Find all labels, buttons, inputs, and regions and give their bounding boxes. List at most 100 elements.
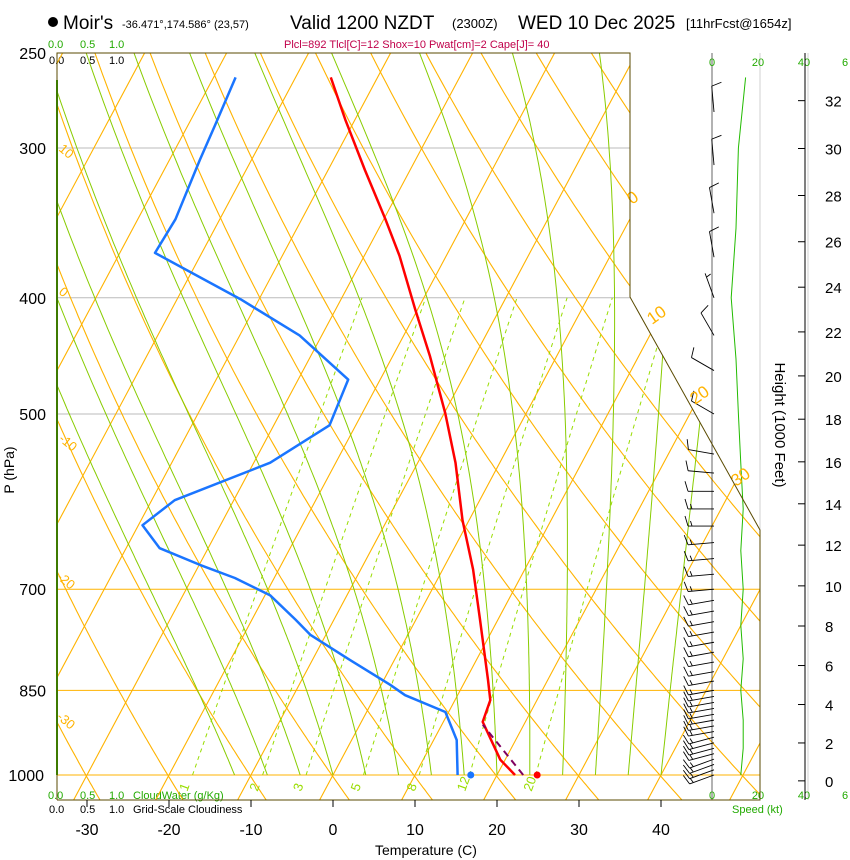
wind-barb bbox=[683, 534, 715, 546]
cloudwater-scale-0: 0.0 bbox=[48, 39, 63, 51]
dewpoint-line bbox=[141, 76, 459, 776]
wind-barb-feather bbox=[683, 703, 689, 714]
speed-tick-top: 20 bbox=[752, 57, 764, 69]
isotherm-0 bbox=[316, 53, 725, 800]
wind-barb-staff bbox=[709, 231, 715, 258]
mixing-ratio-label: 12 bbox=[454, 774, 473, 793]
wind-barb-half-feather bbox=[689, 701, 693, 707]
wind-barb-staff bbox=[688, 725, 715, 731]
speed-tick-top: 0 bbox=[709, 57, 715, 69]
speed-tick-top: 6 bbox=[842, 57, 848, 69]
wind-barb bbox=[683, 703, 715, 714]
parcel-line bbox=[482, 724, 524, 776]
wind-barb-half-feather bbox=[689, 707, 693, 713]
isotherm--50 bbox=[57, 53, 315, 800]
forecast-info: [11hrFcst@1654z] bbox=[686, 16, 791, 31]
valid-time: Valid 1200 NZDT bbox=[290, 13, 435, 34]
cloudwater-scale-05: 0.5 bbox=[80, 39, 95, 51]
wind-barb-feather bbox=[683, 550, 689, 562]
cloudiness-label: Grid-Scale Cloudiness bbox=[133, 804, 243, 816]
wind-barb bbox=[683, 720, 715, 731]
mixing-ratio-label: 1 bbox=[176, 781, 193, 793]
wind-barb-half-feather bbox=[689, 599, 693, 605]
temperature-tick-label: 0 bbox=[329, 822, 338, 839]
isotherm--70 bbox=[57, 53, 151, 800]
wind-barb bbox=[685, 460, 715, 474]
utc-time: (2300Z) bbox=[452, 16, 498, 31]
wind-barb bbox=[682, 774, 715, 785]
mixing-ratio-line-2 bbox=[262, 297, 427, 776]
moist-adiabat-24 bbox=[419, 53, 531, 775]
dry-adiabat-363 bbox=[474, 53, 760, 800]
wind-barb bbox=[683, 697, 715, 708]
cloudiness-scale-05: 0.5 bbox=[80, 55, 95, 67]
height-tick-label: 4 bbox=[825, 698, 833, 715]
wind-barb-half-feather bbox=[689, 680, 693, 686]
mixing-ratio-line-12 bbox=[469, 297, 613, 776]
speed-tick-bottom: 20 bbox=[752, 790, 764, 802]
valid-date: WED 10 Dec 2025 bbox=[518, 13, 675, 34]
wind-barb-staff bbox=[689, 769, 715, 780]
wind-barb-half-feather bbox=[689, 738, 694, 744]
wind-barb bbox=[684, 515, 714, 527]
wind-barb-staff bbox=[688, 707, 715, 714]
wind-barb bbox=[683, 595, 715, 606]
wind-barb-half-feather bbox=[689, 719, 693, 725]
speed-tick-bottom: 40 bbox=[798, 790, 810, 802]
wind-barb-staff bbox=[688, 588, 715, 592]
wind-barb-feather bbox=[683, 627, 689, 637]
temperature-tick-label: 40 bbox=[652, 822, 670, 839]
dry-adiabat-383 bbox=[584, 53, 760, 800]
isotherm--60 bbox=[57, 53, 233, 800]
wind-barb-feather bbox=[683, 606, 689, 616]
height-tick-label: 6 bbox=[825, 659, 833, 676]
wind-barb bbox=[684, 498, 714, 510]
station-name: Moir's bbox=[63, 13, 113, 34]
wind-barb-half-feather bbox=[689, 724, 693, 730]
wind-barb-feather bbox=[683, 685, 689, 696]
wind-barb bbox=[683, 751, 715, 761]
wind-barb-half-feather bbox=[690, 520, 693, 527]
speed-axis-title: Speed (kt) bbox=[732, 804, 783, 816]
moist-adiabat--8 bbox=[57, 53, 268, 776]
wind-barb-half-feather bbox=[689, 689, 693, 695]
mixing-ratio-label: 2 bbox=[246, 781, 263, 793]
wind-barb-staff bbox=[688, 680, 715, 687]
temperature-line bbox=[329, 76, 516, 776]
mixing-ratio-label: 8 bbox=[403, 781, 420, 793]
isotherm--40 bbox=[57, 53, 397, 800]
wind-barb bbox=[683, 726, 715, 737]
wind-barb-feather bbox=[682, 764, 690, 774]
wind-barb bbox=[683, 657, 715, 667]
wind-barb bbox=[683, 734, 715, 745]
height-tick-label: 8 bbox=[825, 619, 833, 636]
wind-barb-staff bbox=[688, 449, 715, 455]
wind-barb bbox=[711, 81, 722, 113]
wind-barb-feather bbox=[683, 581, 689, 592]
pressure-tick-label: 1000 bbox=[8, 768, 44, 785]
wind-barb-staff bbox=[688, 631, 715, 638]
surface-dewpoint-point bbox=[467, 771, 475, 779]
wind-barb bbox=[683, 637, 715, 648]
isotherm-20 bbox=[480, 53, 760, 800]
wind-barb bbox=[683, 566, 715, 577]
wind-barb bbox=[700, 305, 715, 336]
wind-barb-feather bbox=[683, 751, 690, 761]
wind-barb-staff bbox=[688, 671, 715, 677]
isotherm-40 bbox=[644, 53, 760, 800]
wind-barb-half-feather bbox=[689, 539, 693, 545]
height-tick-label: 16 bbox=[825, 455, 842, 472]
wind-barb-half-feather bbox=[689, 749, 694, 755]
wind-barb-half-feather bbox=[689, 762, 694, 767]
moist-adiabat-28 bbox=[511, 53, 568, 776]
height-tick-label: 20 bbox=[825, 369, 842, 386]
wind-barb-staff bbox=[709, 187, 715, 214]
wind-barb bbox=[704, 273, 715, 298]
dry-adiabat-313 bbox=[200, 53, 688, 800]
wind-barb-feather bbox=[684, 481, 689, 492]
wind-barb bbox=[683, 616, 715, 627]
wind-barb-half-feather bbox=[689, 778, 694, 783]
plot-frame bbox=[56, 52, 761, 801]
wind-barb-half-feather bbox=[689, 620, 693, 626]
